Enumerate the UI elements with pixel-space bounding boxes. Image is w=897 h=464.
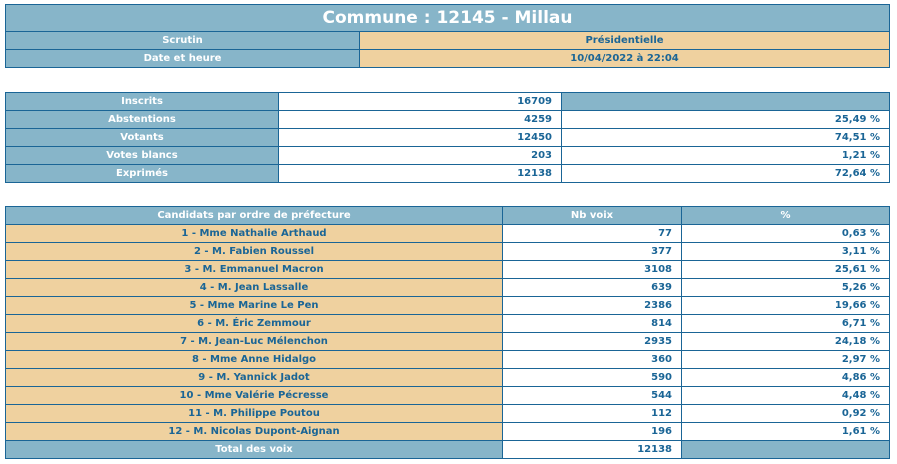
- table-row: 10 - Mme Valérie Pécresse 544 4,48 %: [5, 386, 890, 405]
- candidate-pct: 5,26 %: [681, 278, 890, 297]
- candidate-votes: 590: [502, 368, 682, 387]
- total-pct-empty: [681, 440, 890, 459]
- candidate-pct: 0,92 %: [681, 404, 890, 423]
- candidate-votes: 814: [502, 314, 682, 333]
- candidate-pct: 25,61 %: [681, 260, 890, 279]
- stats-pct: 72,64 %: [561, 164, 890, 183]
- candidate-name: 6 - M. Éric Zemmour: [5, 314, 503, 333]
- column-header-votes: Nb voix: [502, 206, 682, 225]
- commune-header-table: Commune : 12145 - Millau Scrutin Préside…: [5, 4, 890, 68]
- stats-pct: 25,49 %: [561, 110, 890, 129]
- participation-table: Inscrits 16709 Abstentions 4259 25,49 % …: [5, 92, 890, 183]
- stats-label: Votes blancs: [5, 146, 279, 165]
- table-row: 3 - M. Emmanuel Macron 3108 25,61 %: [5, 260, 890, 279]
- candidate-votes: 196: [502, 422, 682, 441]
- candidate-name: 5 - Mme Marine Le Pen: [5, 296, 503, 315]
- candidate-pct: 1,61 %: [681, 422, 890, 441]
- candidate-pct: 0,63 %: [681, 224, 890, 243]
- candidate-votes: 77: [502, 224, 682, 243]
- header-value: Présidentielle: [359, 31, 890, 50]
- table-row: 11 - M. Philippe Poutou 112 0,92 %: [5, 404, 890, 423]
- candidate-name: 4 - M. Jean Lassalle: [5, 278, 503, 297]
- header-row-scrutin: Scrutin Présidentielle: [5, 31, 890, 50]
- candidate-pct: 24,18 %: [681, 332, 890, 351]
- stats-row-abstentions: Abstentions 4259 25,49 %: [5, 110, 890, 129]
- table-row: 6 - M. Éric Zemmour 814 6,71 %: [5, 314, 890, 333]
- header-label: Date et heure: [5, 49, 360, 68]
- candidate-votes: 3108: [502, 260, 682, 279]
- column-header-candidate: Candidats par ordre de préfecture: [5, 206, 503, 225]
- candidate-votes: 2935: [502, 332, 682, 351]
- candidate-name: 7 - M. Jean-Luc Mélenchon: [5, 332, 503, 351]
- stats-value: 12450: [278, 128, 562, 147]
- candidate-votes: 2386: [502, 296, 682, 315]
- table-row: 12 - M. Nicolas Dupont-Aignan 196 1,61 %: [5, 422, 890, 441]
- total-votes: 12138: [502, 440, 682, 459]
- stats-label: Inscrits: [5, 92, 279, 111]
- total-label: Total des voix: [5, 440, 503, 459]
- header-value: 10/04/2022 à 22:04: [359, 49, 890, 68]
- candidate-votes: 360: [502, 350, 682, 369]
- candidate-pct: 2,97 %: [681, 350, 890, 369]
- candidate-pct: 6,71 %: [681, 314, 890, 333]
- candidate-name: 10 - Mme Valérie Pécresse: [5, 386, 503, 405]
- stats-row-exprimes: Exprimés 12138 72,64 %: [5, 164, 890, 183]
- stats-label: Votants: [5, 128, 279, 147]
- stats-value: 203: [278, 146, 562, 165]
- page-title: Commune : 12145 - Millau: [5, 4, 890, 32]
- candidate-name: 3 - M. Emmanuel Macron: [5, 260, 503, 279]
- header-label: Scrutin: [5, 31, 360, 50]
- candidate-votes: 377: [502, 242, 682, 261]
- stats-row-votants: Votants 12450 74,51 %: [5, 128, 890, 147]
- results-header-row: Candidats par ordre de préfecture Nb voi…: [5, 206, 890, 225]
- table-row: 2 - M. Fabien Roussel 377 3,11 %: [5, 242, 890, 261]
- candidates-results-table: Candidats par ordre de préfecture Nb voi…: [5, 206, 890, 459]
- candidate-pct: 4,86 %: [681, 368, 890, 387]
- candidate-votes: 112: [502, 404, 682, 423]
- stats-label: Exprimés: [5, 164, 279, 183]
- candidate-pct: 19,66 %: [681, 296, 890, 315]
- table-row: 9 - M. Yannick Jadot 590 4,86 %: [5, 368, 890, 387]
- stats-row-inscrits: Inscrits 16709: [5, 92, 890, 111]
- stats-pct: 1,21 %: [561, 146, 890, 165]
- table-row: 5 - Mme Marine Le Pen 2386 19,66 %: [5, 296, 890, 315]
- candidate-name: 9 - M. Yannick Jadot: [5, 368, 503, 387]
- stats-pct: 74,51 %: [561, 128, 890, 147]
- candidate-name: 11 - M. Philippe Poutou: [5, 404, 503, 423]
- table-row: 1 - Mme Nathalie Arthaud 77 0,63 %: [5, 224, 890, 243]
- stats-value: 16709: [278, 92, 562, 111]
- candidate-name: 12 - M. Nicolas Dupont-Aignan: [5, 422, 503, 441]
- stats-value: 12138: [278, 164, 562, 183]
- table-row: 8 - Mme Anne Hidalgo 360 2,97 %: [5, 350, 890, 369]
- total-row: Total des voix 12138: [5, 440, 890, 459]
- stats-pct-empty: [561, 92, 890, 111]
- candidate-votes: 639: [502, 278, 682, 297]
- candidate-pct: 3,11 %: [681, 242, 890, 261]
- table-row: 7 - M. Jean-Luc Mélenchon 2935 24,18 %: [5, 332, 890, 351]
- table-row: 4 - M. Jean Lassalle 639 5,26 %: [5, 278, 890, 297]
- stats-label: Abstentions: [5, 110, 279, 129]
- stats-row-blancs: Votes blancs 203 1,21 %: [5, 146, 890, 165]
- column-header-pct: %: [681, 206, 890, 225]
- candidate-votes: 544: [502, 386, 682, 405]
- candidate-name: 8 - Mme Anne Hidalgo: [5, 350, 503, 369]
- candidate-pct: 4,48 %: [681, 386, 890, 405]
- header-row-date: Date et heure 10/04/2022 à 22:04: [5, 49, 890, 68]
- stats-value: 4259: [278, 110, 562, 129]
- candidate-name: 2 - M. Fabien Roussel: [5, 242, 503, 261]
- candidate-name: 1 - Mme Nathalie Arthaud: [5, 224, 503, 243]
